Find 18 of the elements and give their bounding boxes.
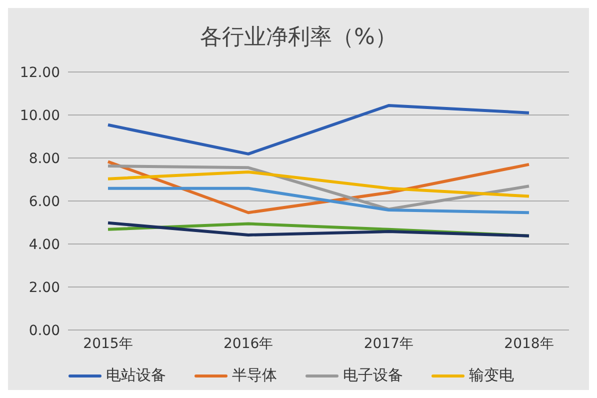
y-tick-label: 10.00 — [20, 108, 60, 124]
legend-label: 输变电 — [468, 366, 514, 385]
x-tick-label: 2018年 — [504, 336, 554, 352]
y-tick-label: 4.00 — [28, 236, 60, 253]
x-tick-label: 2017年 — [364, 336, 414, 352]
y-tick-label: 8.00 — [28, 150, 60, 167]
legend-label: 电站设备 — [105, 366, 166, 385]
y-tick-label: 0.00 — [28, 322, 60, 339]
legend-label: 半导体 — [231, 366, 277, 385]
chart-title: 各行业净利率（%） — [199, 24, 398, 52]
line-series — [106, 104, 530, 156]
x-tick-label: 2016年 — [224, 336, 274, 352]
y-tick-label: 12.00 — [20, 64, 60, 81]
legend-label: 电子设备 — [342, 366, 403, 385]
y-tick-label: 6.00 — [28, 194, 60, 210]
line-series — [106, 170, 530, 198]
x-tick-label: 2015年 — [83, 336, 133, 352]
y-tick-label: 2.00 — [28, 280, 60, 296]
